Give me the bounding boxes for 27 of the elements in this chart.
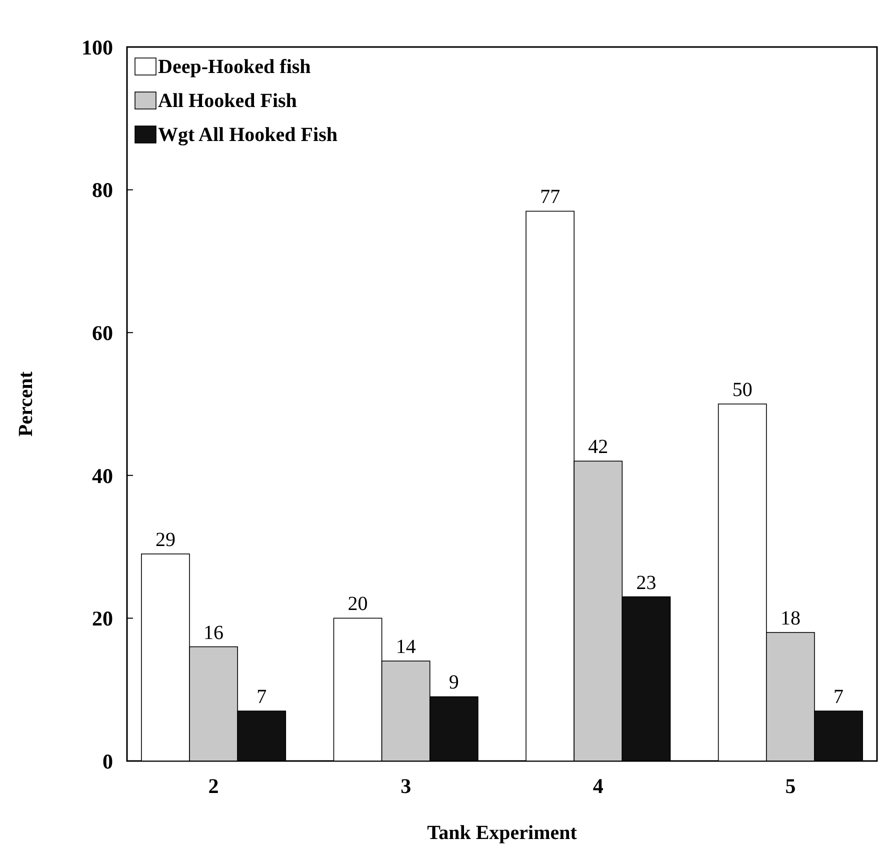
- legend-label: Deep-Hooked fish: [158, 56, 311, 78]
- legend-label: Wgt All Hooked Fish: [158, 124, 338, 146]
- data-label: 23: [636, 572, 656, 594]
- data-label: 42: [588, 436, 608, 458]
- data-label: 7: [256, 686, 267, 708]
- x-tick-label: 3: [400, 774, 412, 798]
- data-label: 50: [732, 379, 752, 401]
- data-label: 29: [155, 528, 176, 551]
- x-tick-label: 5: [785, 774, 796, 798]
- y-tick-label: 60: [92, 320, 113, 345]
- y-tick-label: 80: [92, 178, 113, 202]
- legend-label: All Hooked Fish: [158, 90, 297, 112]
- x-tick-label: 2: [208, 774, 219, 798]
- x-axis-title: Tank Experiment: [427, 822, 578, 844]
- y-tick-label: 20: [92, 606, 113, 631]
- y-tick-label: 0: [102, 749, 113, 774]
- y-tick-label: 100: [82, 35, 113, 60]
- data-label: 7: [834, 686, 844, 708]
- y-tick-label: 40: [92, 464, 113, 488]
- data-label: 9: [448, 672, 459, 694]
- data-label: 16: [204, 622, 224, 644]
- data-label: 20: [348, 593, 368, 616]
- data-label: 18: [780, 607, 800, 630]
- data-label: 14: [396, 636, 416, 658]
- y-axis-title: Percent: [15, 371, 37, 437]
- x-tick-label: 4: [592, 774, 604, 798]
- data-label: 77: [540, 186, 560, 208]
